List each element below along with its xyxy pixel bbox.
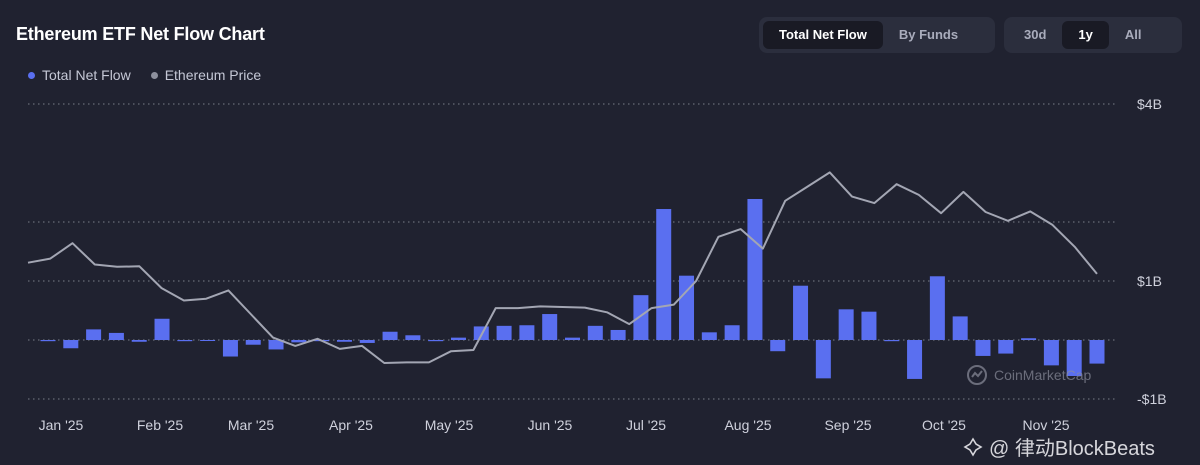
x-tick-label: Oct '25: [922, 417, 966, 433]
net-flow-bar: [929, 276, 945, 340]
net-flow-bar: [633, 295, 649, 340]
net-flow-bar: [450, 337, 466, 340]
x-tick-label: Feb '25: [137, 417, 183, 433]
net-flow-bar: [838, 309, 854, 340]
total-net-flow-tab[interactable]: Total Net Flow: [763, 21, 883, 49]
net-flow-bar: [496, 325, 512, 340]
net-flow-bar: [565, 337, 580, 340]
net-flow-bar: [428, 340, 444, 342]
net-flow-bar: [63, 340, 79, 349]
x-tick-label: Jan '25: [39, 417, 84, 433]
net-flow-bar: [1089, 340, 1105, 364]
net-flow-bar: [405, 335, 421, 340]
net-flow-bar: [245, 340, 261, 345]
net-flow-bar: [975, 340, 991, 356]
x-tick-label: May '25: [425, 417, 474, 433]
ethereum-price-line: [27, 171, 1098, 364]
net-flow-bar: [40, 340, 56, 342]
net-flow-bar: [291, 340, 307, 343]
net-flow-bar: [200, 340, 216, 341]
net-flow-bar: [656, 209, 672, 340]
net-flow-bar: [268, 340, 284, 350]
net-flow-bar: [770, 340, 786, 352]
net-flow-bar: [86, 329, 102, 340]
by-funds-tab[interactable]: By Funds: [898, 27, 959, 42]
net-flow-bar: [154, 318, 170, 340]
net-flow-bar: [1021, 338, 1037, 340]
chart-legend: Total Net Flow Ethereum Price: [28, 67, 261, 83]
coinmarketcap-text: CoinMarketCap: [994, 367, 1092, 383]
blockbeats-logo-icon: [963, 436, 983, 457]
coinmarketcap-logo-icon: [967, 365, 987, 385]
price-legend-dot: [150, 71, 158, 79]
net-flow-bar: [177, 340, 193, 342]
blockbeats-watermark: @ 律动BlockBeats: [963, 432, 1155, 461]
net-flow-bar: [1043, 340, 1059, 366]
net-flow-bar: [793, 285, 809, 340]
net-flow-bar: [336, 340, 352, 342]
net-flow-bar: [587, 325, 603, 340]
x-axis-labels: Jan '25 Feb '25 Mar '25 Apr '25 May '25 Jun '…: [39, 417, 1070, 433]
y-tick-label: $1B: [1137, 273, 1162, 289]
net-flow-bar: [131, 340, 147, 342]
range-all-tab[interactable]: All: [1124, 27, 1142, 42]
net-flow-legend-label: Total Net Flow: [42, 67, 131, 83]
y-axis-labels: $4B $1B -$1B: [1137, 96, 1167, 407]
x-tick-label: Nov '25: [1022, 417, 1069, 433]
coinmarketcap-watermark: CoinMarketCap: [966, 364, 1091, 386]
time-range-toggle: 30d 1y All: [1004, 17, 1182, 53]
net-flow-bars: [40, 198, 1105, 379]
x-tick-label: Aug '25: [724, 417, 771, 433]
net-flow-bar: [884, 340, 900, 342]
chart-title: Ethereum ETF Net Flow Chart: [16, 24, 265, 44]
net-flow-bar: [1066, 340, 1082, 376]
net-flow-bar: [701, 332, 717, 340]
legend-item-net-flow[interactable]: Total Net Flow: [28, 67, 131, 83]
net-flow-bar: [747, 198, 763, 340]
net-flow-bar: [861, 311, 877, 340]
net-flow-bar: [610, 329, 626, 340]
range-30d-tab[interactable]: 30d: [1024, 27, 1047, 42]
net-flow-bar: [108, 332, 124, 340]
grid-lines: [28, 103, 1118, 400]
net-flow-bar: [222, 340, 238, 357]
x-tick-label: Jun '25: [528, 417, 573, 433]
view-toggle: Total Net Flow By Funds: [759, 17, 995, 53]
x-tick-label: Apr '25: [329, 417, 373, 433]
blockbeats-text: @ 律动BlockBeats: [989, 438, 1155, 460]
net-flow-bar: [382, 331, 398, 340]
net-flow-bar: [359, 340, 375, 343]
net-flow-legend-dot: [28, 71, 35, 79]
x-tick-label: Mar '25: [228, 417, 274, 433]
net-flow-bar: [907, 340, 923, 379]
net-flow-bar: [815, 340, 831, 379]
price-legend-label: Ethereum Price: [164, 67, 262, 83]
x-tick-label: Sep '25: [824, 417, 871, 433]
x-tick-label: Jul '25: [626, 417, 666, 433]
net-flow-bar: [519, 325, 535, 340]
net-flow-bar: [724, 325, 740, 340]
legend-item-price[interactable]: Ethereum Price: [150, 67, 262, 83]
net-flow-bar: [542, 314, 558, 340]
y-tick-label: -$1B: [1137, 391, 1167, 407]
price-line-group: [27, 171, 1098, 364]
range-1y-tab[interactable]: 1y: [1062, 21, 1109, 49]
net-flow-bar: [952, 316, 968, 340]
net-flow-bar: [679, 275, 695, 340]
y-tick-label: $4B: [1137, 96, 1162, 112]
net-flow-bar: [998, 340, 1014, 354]
